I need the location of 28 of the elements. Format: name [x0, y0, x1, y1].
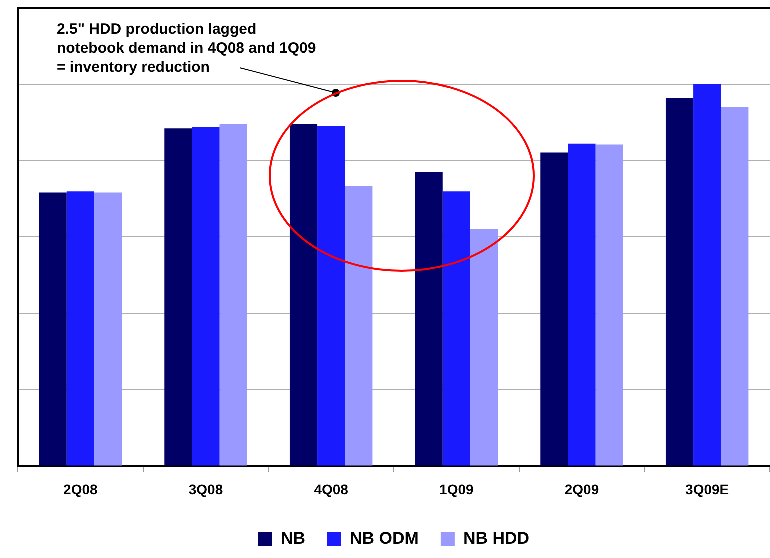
- x-tick-label: 4Q08: [314, 481, 349, 498]
- bar: [345, 186, 373, 466]
- x-tick-label: 3Q09E: [686, 481, 730, 498]
- bar: [192, 127, 220, 466]
- bar: [470, 229, 498, 466]
- x-tick-label: 1Q09: [440, 481, 474, 498]
- bar: [694, 84, 722, 466]
- bar: [415, 172, 443, 466]
- bar: [596, 144, 624, 466]
- x-tick-label: 3Q08: [188, 481, 224, 498]
- legend-label: NB: [280, 529, 306, 548]
- bar: [318, 126, 346, 466]
- text: 2.5" HDD production lagged notebook demand in 4Q08 and 1Q09 = inventory reduction: [57, 20, 316, 77]
- legend-label: NB HDD: [463, 529, 530, 548]
- bar: [164, 128, 192, 466]
- bar: [666, 98, 694, 466]
- bar: [540, 152, 568, 466]
- bar: [94, 192, 122, 466]
- legend-label: NB ODM: [350, 529, 419, 548]
- bar: [290, 124, 318, 466]
- bar: [220, 124, 248, 466]
- bar: [721, 107, 749, 466]
- x-tick-label: 2Q09: [564, 481, 600, 498]
- bar: [66, 192, 94, 466]
- bar: [568, 144, 596, 466]
- bar: [39, 192, 67, 466]
- x-tick-label: 2Q08: [64, 481, 98, 498]
- bar: [442, 192, 470, 466]
